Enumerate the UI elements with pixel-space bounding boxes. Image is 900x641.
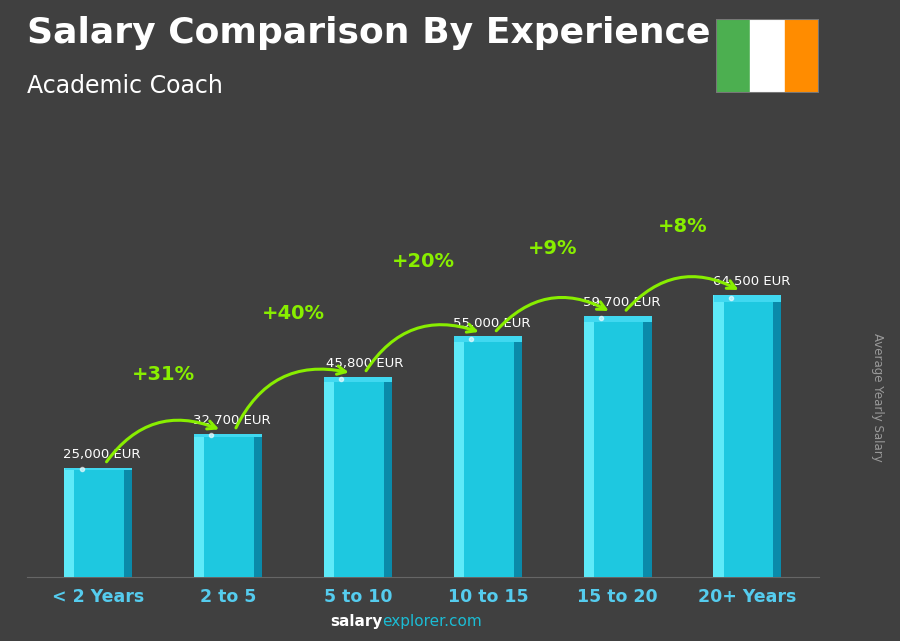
Bar <box>254 434 262 577</box>
Text: +9%: +9% <box>528 238 578 258</box>
Bar <box>124 467 132 577</box>
Bar <box>584 316 652 322</box>
Text: +8%: +8% <box>658 217 707 236</box>
Bar <box>785 19 819 93</box>
Bar <box>714 295 781 302</box>
Bar <box>454 337 464 577</box>
Bar <box>194 434 262 577</box>
Text: salary: salary <box>330 615 382 629</box>
Text: 32,700 EUR: 32,700 EUR <box>194 414 271 428</box>
Bar <box>64 467 75 577</box>
Bar <box>584 316 652 577</box>
Text: explorer.com: explorer.com <box>382 615 482 629</box>
Text: 59,700 EUR: 59,700 EUR <box>582 296 661 309</box>
Bar <box>514 337 522 577</box>
Bar <box>454 337 522 577</box>
Text: 55,000 EUR: 55,000 EUR <box>453 317 530 329</box>
Bar <box>324 376 392 577</box>
Text: +31%: +31% <box>131 365 195 385</box>
Text: 64,500 EUR: 64,500 EUR <box>713 275 790 288</box>
Bar <box>773 295 781 577</box>
Bar <box>194 434 262 437</box>
Text: +20%: +20% <box>392 252 454 271</box>
Bar <box>454 337 522 342</box>
Bar <box>716 19 750 93</box>
Text: Average Yearly Salary: Average Yearly Salary <box>871 333 884 462</box>
Text: Salary Comparison By Experience: Salary Comparison By Experience <box>27 16 710 50</box>
Text: Academic Coach: Academic Coach <box>27 74 223 97</box>
Bar <box>65 467 132 577</box>
Bar <box>194 434 204 577</box>
Text: +40%: +40% <box>262 304 325 323</box>
Bar <box>584 316 594 577</box>
Text: 25,000 EUR: 25,000 EUR <box>63 448 141 461</box>
Bar <box>383 376 392 577</box>
Bar <box>65 467 132 470</box>
Bar <box>324 376 392 381</box>
Bar <box>714 295 781 577</box>
Bar <box>644 316 652 577</box>
Bar <box>714 295 724 577</box>
Bar <box>750 19 785 93</box>
Bar <box>324 376 334 577</box>
Text: 45,800 EUR: 45,800 EUR <box>326 357 403 370</box>
